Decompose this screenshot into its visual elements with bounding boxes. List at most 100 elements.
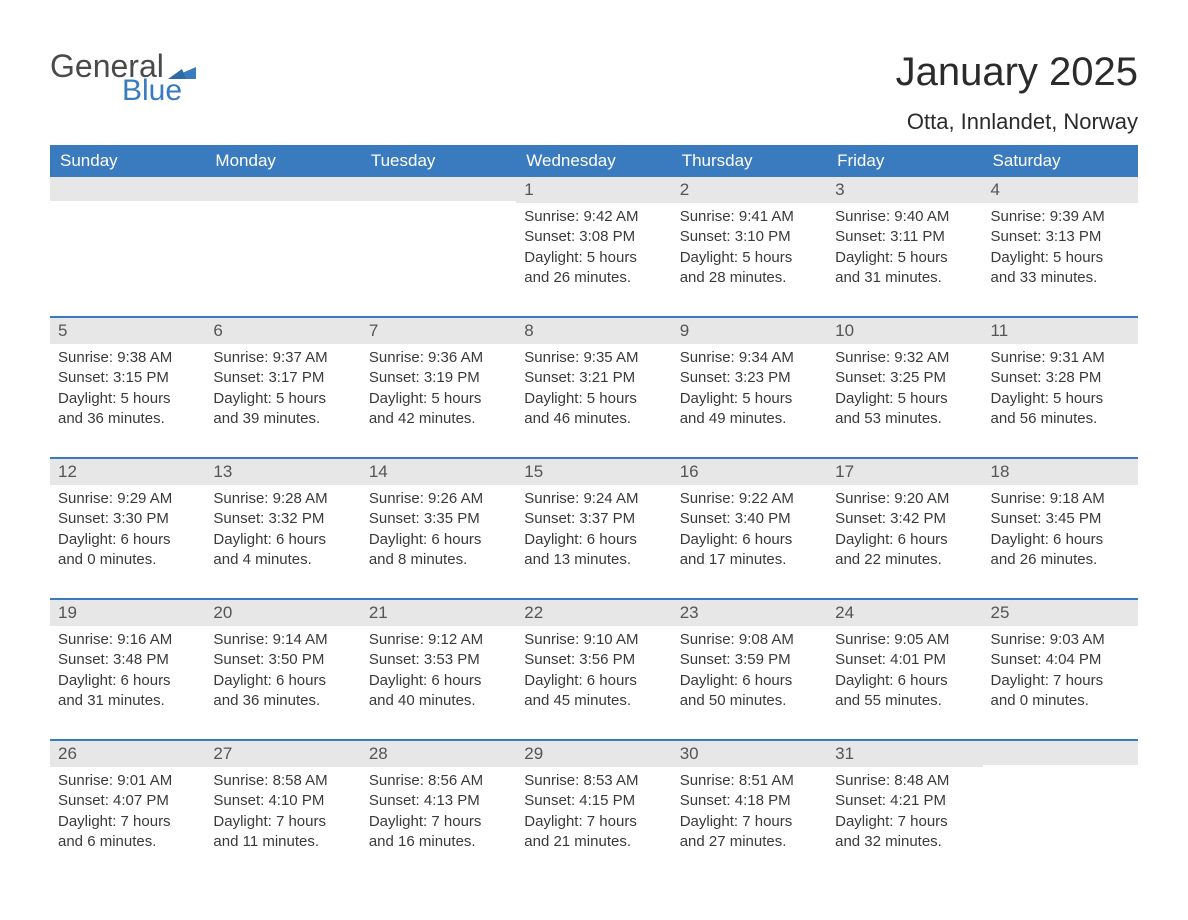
day-number: 16 xyxy=(672,459,827,485)
day-number xyxy=(983,741,1138,765)
day-details xyxy=(50,201,205,297)
calendar-body: 1Sunrise: 9:42 AMSunset: 3:08 PMDaylight… xyxy=(50,177,1138,880)
day-number: 23 xyxy=(672,600,827,626)
daylight-line-1: Daylight: 7 hours xyxy=(835,812,974,832)
daylight-line-1: Daylight: 6 hours xyxy=(524,671,663,691)
sunset-line: Sunset: 3:32 PM xyxy=(213,509,352,529)
daylight-line-2: and 26 minutes. xyxy=(991,550,1130,570)
day-details: Sunrise: 9:40 AMSunset: 3:11 PMDaylight:… xyxy=(827,203,982,316)
sunrise-line: Sunrise: 9:29 AM xyxy=(58,489,197,509)
day-number: 9 xyxy=(672,318,827,344)
daylight-line-1: Daylight: 5 hours xyxy=(369,389,508,409)
sunrise-line: Sunrise: 9:24 AM xyxy=(524,489,663,509)
day-number: 12 xyxy=(50,459,205,485)
sunset-line: Sunset: 3:23 PM xyxy=(680,368,819,388)
sunset-line: Sunset: 4:18 PM xyxy=(680,791,819,811)
daylight-line-1: Daylight: 6 hours xyxy=(524,530,663,550)
calendar-day-cell: 6Sunrise: 9:37 AMSunset: 3:17 PMDaylight… xyxy=(205,317,360,458)
page-header: General Blue January 2025 Otta, Innlande… xyxy=(50,50,1138,135)
daylight-line-1: Daylight: 7 hours xyxy=(524,812,663,832)
daylight-line-2: and 31 minutes. xyxy=(835,268,974,288)
day-details: Sunrise: 9:39 AMSunset: 3:13 PMDaylight:… xyxy=(983,203,1138,316)
sunset-line: Sunset: 3:25 PM xyxy=(835,368,974,388)
day-number: 19 xyxy=(50,600,205,626)
day-details: Sunrise: 9:14 AMSunset: 3:50 PMDaylight:… xyxy=(205,626,360,739)
calendar-week-row: 26Sunrise: 9:01 AMSunset: 4:07 PMDayligh… xyxy=(50,740,1138,880)
calendar-day-cell: 12Sunrise: 9:29 AMSunset: 3:30 PMDayligh… xyxy=(50,458,205,599)
day-number: 18 xyxy=(983,459,1138,485)
sunset-line: Sunset: 4:13 PM xyxy=(369,791,508,811)
day-number: 15 xyxy=(516,459,671,485)
weekday-header: Tuesday xyxy=(361,145,516,177)
day-details: Sunrise: 9:36 AMSunset: 3:19 PMDaylight:… xyxy=(361,344,516,457)
day-details: Sunrise: 9:31 AMSunset: 3:28 PMDaylight:… xyxy=(983,344,1138,457)
sunrise-line: Sunrise: 9:16 AM xyxy=(58,630,197,650)
sunrise-line: Sunrise: 9:12 AM xyxy=(369,630,508,650)
weekday-header: Wednesday xyxy=(516,145,671,177)
daylight-line-1: Daylight: 5 hours xyxy=(835,248,974,268)
sunrise-line: Sunrise: 9:32 AM xyxy=(835,348,974,368)
weekday-header: Friday xyxy=(827,145,982,177)
day-number: 13 xyxy=(205,459,360,485)
calendar-week-row: 1Sunrise: 9:42 AMSunset: 3:08 PMDaylight… xyxy=(50,177,1138,317)
day-details: Sunrise: 8:48 AMSunset: 4:21 PMDaylight:… xyxy=(827,767,982,880)
day-details: Sunrise: 9:29 AMSunset: 3:30 PMDaylight:… xyxy=(50,485,205,598)
day-number: 25 xyxy=(983,600,1138,626)
daylight-line-1: Daylight: 6 hours xyxy=(58,671,197,691)
day-number: 5 xyxy=(50,318,205,344)
daylight-line-2: and 11 minutes. xyxy=(213,832,352,852)
calendar-day-cell: 4Sunrise: 9:39 AMSunset: 3:13 PMDaylight… xyxy=(983,177,1138,317)
daylight-line-2: and 46 minutes. xyxy=(524,409,663,429)
calendar-day-cell: 27Sunrise: 8:58 AMSunset: 4:10 PMDayligh… xyxy=(205,740,360,880)
sunrise-line: Sunrise: 9:37 AM xyxy=(213,348,352,368)
calendar-day-cell: 1Sunrise: 9:42 AMSunset: 3:08 PMDaylight… xyxy=(516,177,671,317)
sunrise-line: Sunrise: 9:08 AM xyxy=(680,630,819,650)
calendar-day-cell: 31Sunrise: 8:48 AMSunset: 4:21 PMDayligh… xyxy=(827,740,982,880)
sunset-line: Sunset: 3:35 PM xyxy=(369,509,508,529)
sunset-line: Sunset: 3:56 PM xyxy=(524,650,663,670)
calendar-week-row: 12Sunrise: 9:29 AMSunset: 3:30 PMDayligh… xyxy=(50,458,1138,599)
sunrise-line: Sunrise: 8:51 AM xyxy=(680,771,819,791)
title-block: January 2025 Otta, Innlandet, Norway xyxy=(896,50,1138,135)
weekday-header: Saturday xyxy=(983,145,1138,177)
daylight-line-2: and 55 minutes. xyxy=(835,691,974,711)
day-details: Sunrise: 9:26 AMSunset: 3:35 PMDaylight:… xyxy=(361,485,516,598)
sunset-line: Sunset: 3:37 PM xyxy=(524,509,663,529)
sunset-line: Sunset: 3:13 PM xyxy=(991,227,1130,247)
day-details: Sunrise: 8:58 AMSunset: 4:10 PMDaylight:… xyxy=(205,767,360,880)
daylight-line-1: Daylight: 5 hours xyxy=(213,389,352,409)
day-number: 11 xyxy=(983,318,1138,344)
calendar-day-cell: 7Sunrise: 9:36 AMSunset: 3:19 PMDaylight… xyxy=(361,317,516,458)
calendar-day-cell xyxy=(983,740,1138,880)
daylight-line-2: and 8 minutes. xyxy=(369,550,508,570)
calendar-day-cell: 30Sunrise: 8:51 AMSunset: 4:18 PMDayligh… xyxy=(672,740,827,880)
calendar-day-cell: 25Sunrise: 9:03 AMSunset: 4:04 PMDayligh… xyxy=(983,599,1138,740)
day-number: 7 xyxy=(361,318,516,344)
sunset-line: Sunset: 3:17 PM xyxy=(213,368,352,388)
day-details: Sunrise: 9:38 AMSunset: 3:15 PMDaylight:… xyxy=(50,344,205,457)
day-details: Sunrise: 9:12 AMSunset: 3:53 PMDaylight:… xyxy=(361,626,516,739)
daylight-line-2: and 22 minutes. xyxy=(835,550,974,570)
day-details: Sunrise: 9:08 AMSunset: 3:59 PMDaylight:… xyxy=(672,626,827,739)
sunset-line: Sunset: 4:04 PM xyxy=(991,650,1130,670)
calendar-page: General Blue January 2025 Otta, Innlande… xyxy=(0,0,1188,920)
sunrise-line: Sunrise: 9:05 AM xyxy=(835,630,974,650)
sunset-line: Sunset: 3:59 PM xyxy=(680,650,819,670)
daylight-line-2: and 21 minutes. xyxy=(524,832,663,852)
sunrise-line: Sunrise: 9:28 AM xyxy=(213,489,352,509)
daylight-line-2: and 0 minutes. xyxy=(991,691,1130,711)
calendar-day-cell: 18Sunrise: 9:18 AMSunset: 3:45 PMDayligh… xyxy=(983,458,1138,599)
day-number: 27 xyxy=(205,741,360,767)
day-number: 24 xyxy=(827,600,982,626)
sunrise-line: Sunrise: 8:58 AM xyxy=(213,771,352,791)
sunrise-line: Sunrise: 9:34 AM xyxy=(680,348,819,368)
sunset-line: Sunset: 3:50 PM xyxy=(213,650,352,670)
daylight-line-2: and 49 minutes. xyxy=(680,409,819,429)
calendar-day-cell: 20Sunrise: 9:14 AMSunset: 3:50 PMDayligh… xyxy=(205,599,360,740)
brand-logo: General Blue xyxy=(50,50,196,106)
daylight-line-1: Daylight: 7 hours xyxy=(991,671,1130,691)
daylight-line-1: Daylight: 6 hours xyxy=(991,530,1130,550)
sunset-line: Sunset: 4:01 PM xyxy=(835,650,974,670)
daylight-line-2: and 0 minutes. xyxy=(58,550,197,570)
sunset-line: Sunset: 4:21 PM xyxy=(835,791,974,811)
